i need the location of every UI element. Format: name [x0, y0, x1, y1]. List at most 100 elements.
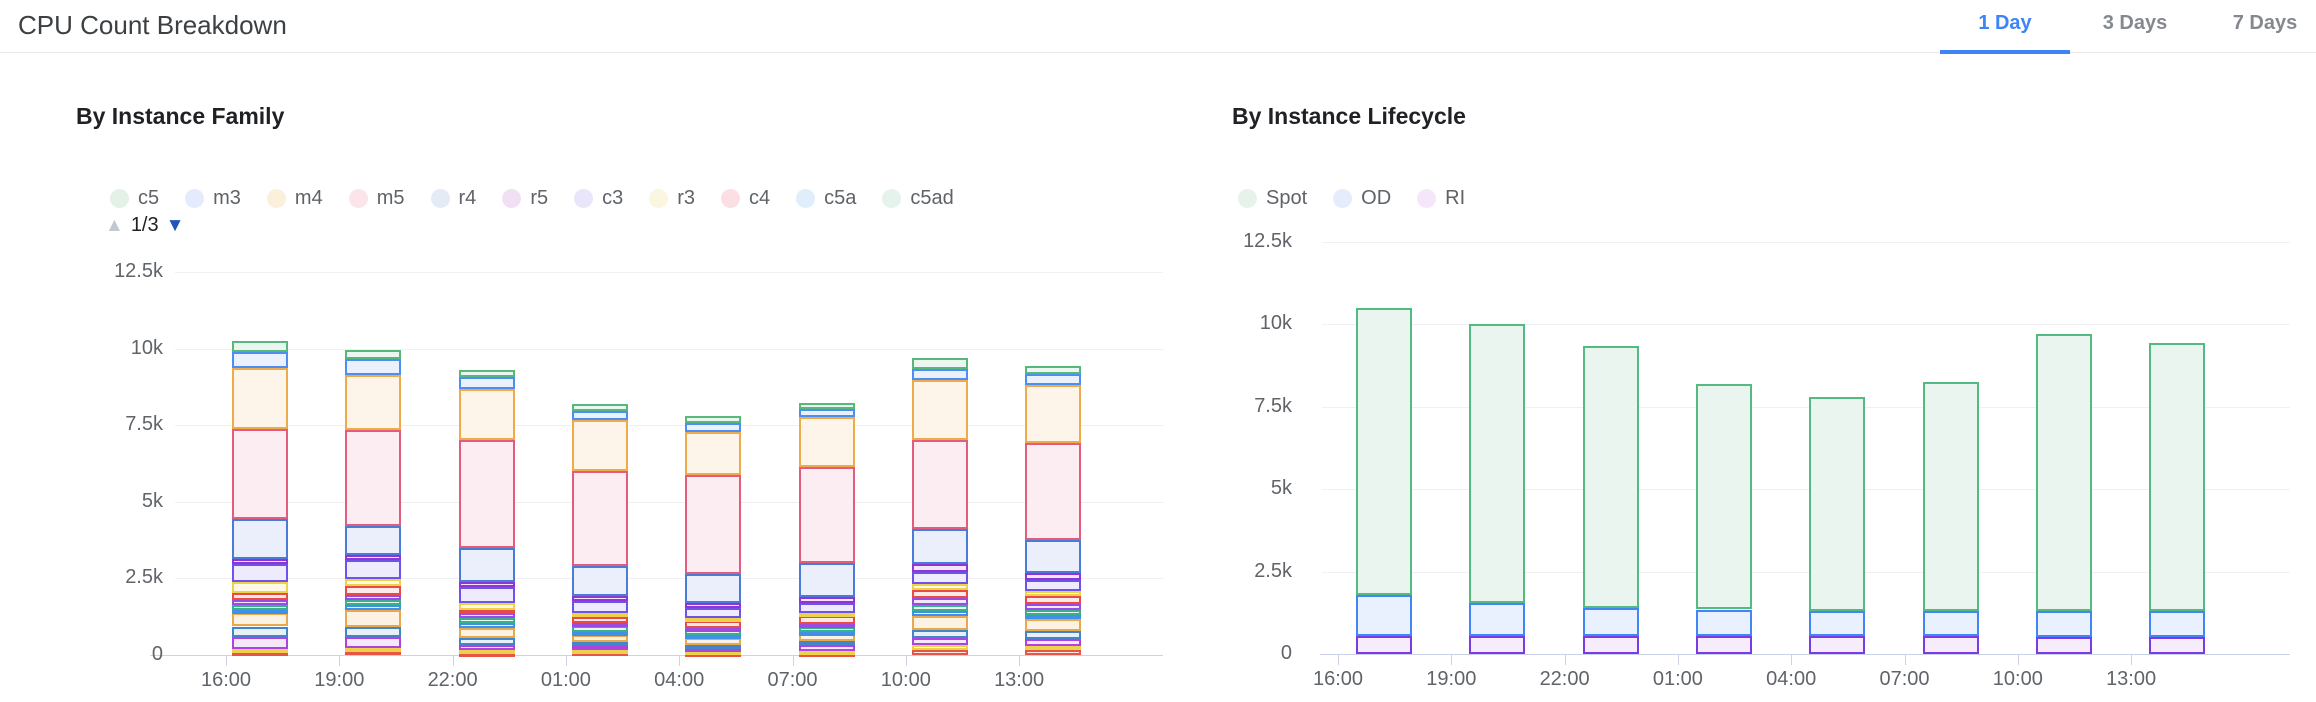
bar-segment[interactable] — [798, 650, 855, 655]
bar-segment-r3[interactable] — [232, 581, 288, 593]
legend-page-down-icon[interactable]: ▼ — [165, 215, 185, 236]
legend-page-up-icon[interactable]: ▲ — [105, 215, 124, 236]
bar-segment[interactable] — [345, 609, 402, 627]
bar-segment[interactable] — [571, 635, 628, 642]
bar-segment-ri[interactable] — [1469, 635, 1526, 654]
bar-segment-m4[interactable] — [798, 417, 855, 467]
bar-segment-r3[interactable] — [911, 583, 968, 590]
bar-segment-r4[interactable] — [685, 574, 742, 603]
legend-item-r5[interactable]: r5 — [502, 187, 548, 210]
bar-segment-spot[interactable] — [2035, 334, 2092, 612]
legend-item-ri[interactable]: RI — [1417, 187, 1465, 210]
bar-segment-c4[interactable] — [798, 616, 855, 625]
bar-segment-m3[interactable] — [798, 409, 855, 418]
bar-segment-c5ad[interactable] — [458, 618, 515, 624]
bar-segment-od[interactable] — [1809, 611, 1866, 636]
bar-segment-c3[interactable] — [798, 602, 855, 613]
bar-segment-m3[interactable] — [345, 358, 402, 375]
bar-segment[interactable] — [345, 626, 402, 637]
tab-3-days[interactable]: 3 Days — [2102, 12, 2168, 34]
legend-item-c5a[interactable]: c5a — [796, 187, 856, 210]
bar-segment[interactable] — [232, 648, 288, 653]
bar-segment-c4[interactable] — [911, 589, 968, 598]
bar-segment[interactable] — [1025, 646, 1082, 651]
bar-segment[interactable] — [911, 650, 968, 655]
bar-segment[interactable] — [911, 638, 968, 646]
bar-segment-r5[interactable] — [458, 581, 515, 587]
bar-segment-r5[interactable] — [345, 555, 402, 561]
bar-segment-m4[interactable] — [232, 367, 288, 429]
bar-segment-c5[interactable] — [571, 403, 628, 412]
bar-segment-m4[interactable] — [1025, 385, 1082, 443]
legend-item-r3[interactable]: r3 — [649, 187, 695, 210]
bar-segment[interactable] — [798, 631, 855, 636]
bar-segment-c5[interactable] — [458, 369, 515, 378]
bar-segment-m5[interactable] — [571, 471, 628, 566]
bar-segment-c5a[interactable] — [571, 623, 628, 628]
bar-segment-c4[interactable] — [458, 609, 515, 614]
bar-segment[interactable] — [685, 634, 742, 639]
bar-segment-ri[interactable] — [2035, 636, 2092, 654]
legend-item-m3[interactable]: m3 — [185, 187, 241, 210]
bar-segment-c4[interactable] — [345, 586, 402, 596]
bar-segment-c5ad[interactable] — [571, 626, 628, 632]
bar-segment-c4[interactable] — [571, 617, 628, 624]
bar-segment-od[interactable] — [1695, 609, 1752, 636]
bar-segment-c5a[interactable] — [1025, 604, 1082, 610]
legend-item-od[interactable]: OD — [1333, 187, 1391, 210]
tab-7-days[interactable]: 7 Days — [2232, 12, 2298, 34]
bar-segment-c5ad[interactable] — [345, 600, 402, 606]
bar-segment-c3[interactable] — [345, 560, 402, 579]
bar-segment-c3[interactable] — [1025, 579, 1082, 591]
bar-segment-ri[interactable] — [1356, 635, 1412, 654]
bar-segment-c5a[interactable] — [345, 595, 402, 601]
legend-item-m4[interactable]: m4 — [266, 187, 323, 210]
bar-segment-c3[interactable] — [458, 586, 515, 604]
bar-segment-c5a[interactable] — [458, 613, 515, 619]
bar-segment[interactable] — [458, 623, 515, 629]
bar-segment-c5[interactable] — [685, 416, 742, 423]
bar-segment[interactable] — [458, 644, 515, 651]
bar-segment-m5[interactable] — [798, 466, 855, 564]
bar-segment-od[interactable] — [1582, 607, 1639, 636]
bar-segment-c5a[interactable] — [911, 598, 968, 606]
bar-segment-m5[interactable] — [345, 430, 402, 527]
bar-segment-c3[interactable] — [685, 607, 742, 618]
bar-segment-m3[interactable] — [458, 377, 515, 390]
bar-segment-ri[interactable] — [1582, 635, 1639, 654]
bar-segment-r5[interactable] — [1025, 572, 1082, 580]
bar-segment-c4[interactable] — [685, 621, 742, 628]
bar-segment-m5[interactable] — [458, 440, 515, 549]
bar-segment[interactable] — [685, 644, 742, 649]
bar-segment-c4[interactable] — [232, 592, 288, 601]
bar-segment-r5[interactable] — [571, 595, 628, 602]
bar-segment[interactable] — [345, 648, 402, 653]
bar-segment-r3[interactable] — [458, 603, 515, 610]
bar-segment-m5[interactable] — [1025, 442, 1082, 540]
bar-segment-c5a[interactable] — [685, 627, 742, 632]
bar-segment-m5[interactable] — [685, 475, 742, 575]
bar-segment-r5[interactable] — [798, 597, 855, 603]
bar-segment[interactable] — [1025, 614, 1082, 620]
bar-segment-spot[interactable] — [1469, 324, 1526, 603]
bar-segment-spot[interactable] — [2149, 342, 2206, 612]
bar-segment-r3[interactable] — [798, 612, 855, 617]
bar-segment-od[interactable] — [2035, 611, 2092, 637]
bar-segment-m4[interactable] — [685, 431, 742, 476]
bar-segment-ri[interactable] — [1695, 635, 1752, 654]
bar-segment[interactable] — [232, 636, 288, 649]
bar-segment-m4[interactable] — [571, 420, 628, 472]
bar-segment-m3[interactable] — [1025, 374, 1082, 386]
legend-item-c5[interactable]: c5 — [110, 187, 159, 210]
bar-segment-ri[interactable] — [2149, 636, 2206, 654]
bar-segment-m3[interactable] — [571, 411, 628, 421]
bar-segment[interactable] — [911, 616, 968, 630]
bar-segment-spot[interactable] — [1356, 307, 1412, 595]
bar-segment-m4[interactable] — [345, 374, 402, 431]
bar-segment-m5[interactable] — [911, 439, 968, 529]
bar-segment[interactable] — [911, 610, 968, 617]
bar-segment-od[interactable] — [1469, 602, 1526, 636]
bar-segment[interactable] — [911, 629, 968, 639]
bar-segment[interactable] — [458, 638, 515, 645]
bar-segment[interactable] — [685, 648, 742, 653]
